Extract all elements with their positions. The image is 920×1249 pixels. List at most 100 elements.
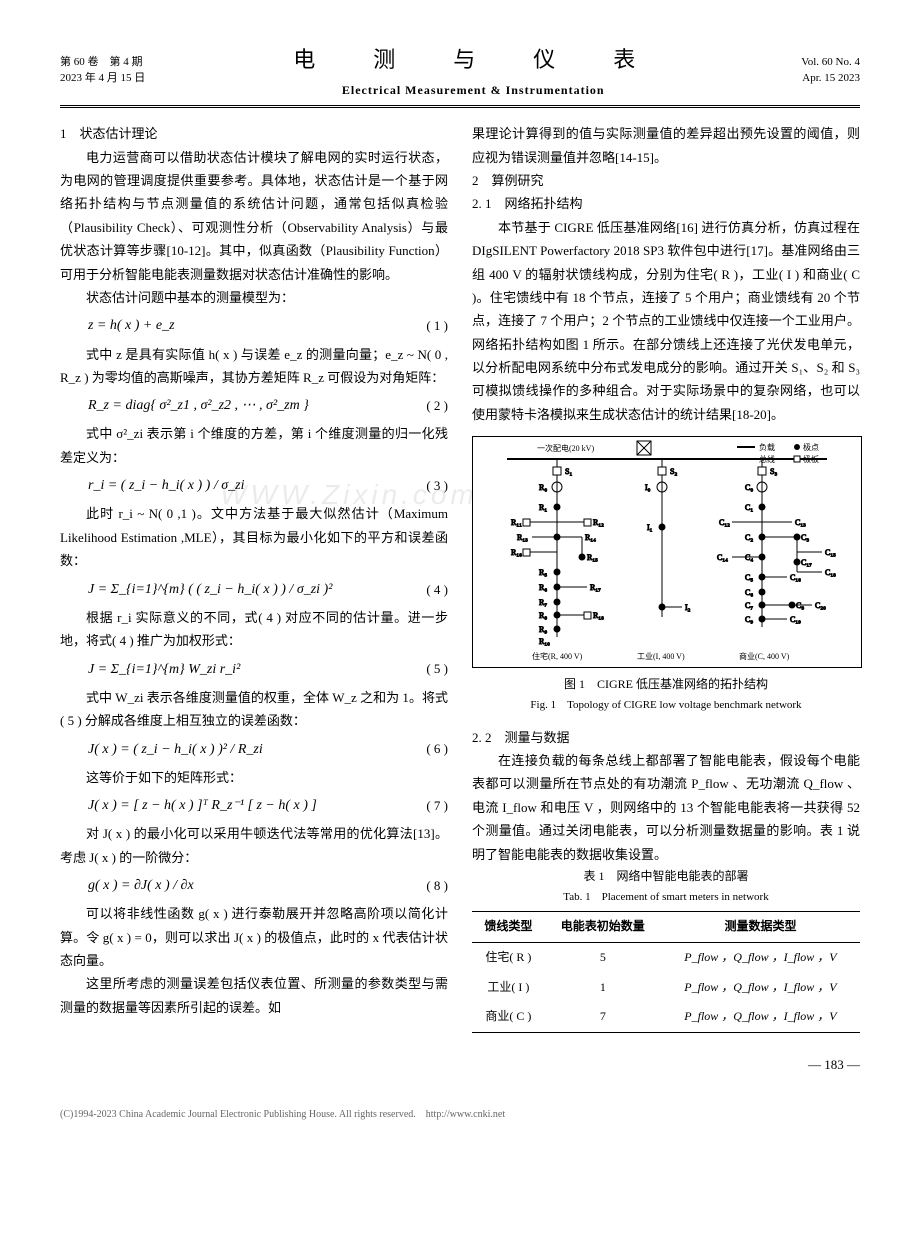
eq4-math: J = Σ_{i=1}^{m} ( ( z_i − h_i( x ) ) / σ… xyxy=(60,577,332,602)
para-l-3: 式中 z 是具有实际值 h( x ) 与误差 e_z 的测量向量；e_z ~ N… xyxy=(60,343,448,390)
para-l-7: 式中 W_zi 表示各维度测量值的权重，全体 W_z 之和为 1。将式( 5 )… xyxy=(60,686,448,733)
svg-text:工业(I, 400 V): 工业(I, 400 V) xyxy=(637,651,685,661)
eq3-num: ( 3 ) xyxy=(426,474,448,497)
svg-text:R₁₇: R₁₇ xyxy=(590,583,601,592)
svg-text:C₉: C₉ xyxy=(745,615,753,624)
para-l-6: 根据 r_i 实际意义的不同，式( 4 ) 对应不同的估计量。进一步地，将式( … xyxy=(60,606,448,653)
svg-text:R₁₈: R₁₈ xyxy=(593,611,604,620)
svg-text:R₇: R₇ xyxy=(539,598,547,607)
svg-text:C₆: C₆ xyxy=(745,588,753,597)
right-column: 果理论计算得到的值与实际测量值的差异超出预先设置的阈值，则应视为错误测量值并忽略… xyxy=(472,122,860,1033)
svg-text:总线: 总线 xyxy=(759,454,775,464)
equation-5: J = Σ_{i=1}^{m} W_zi r_i² ( 5 ) xyxy=(60,657,448,682)
svg-text:R₁₀: R₁₀ xyxy=(539,637,550,646)
eq8-num: ( 8 ) xyxy=(426,874,448,897)
svg-text:R₁₅: R₁₅ xyxy=(587,553,598,562)
header-vol-en: Vol. 60 No. 4 xyxy=(801,55,860,70)
svg-text:R₉: R₉ xyxy=(539,625,547,634)
svg-text:C₀: C₀ xyxy=(745,483,753,492)
eq3-math: r_i = ( z_i − h_i( x ) ) / σ_zi xyxy=(60,473,244,498)
table-row: 商业( C ) 7 P_flow ，Q_flow ，I_flow ，V xyxy=(472,1002,860,1032)
svg-text:C₁₄: C₁₄ xyxy=(717,553,728,562)
left-column: 1 状态估计理论 电力运营商可以借助状态估计模块了解电网的实时运行状态，为电网的… xyxy=(60,122,448,1033)
eq2-num: ( 2 ) xyxy=(426,394,448,417)
figure-1-diagram: 一次配电(20 kV) 负载 极点 总线 极板 xyxy=(472,436,862,668)
equation-4: J = Σ_{i=1}^{m} ( ( z_i − h_i( x ) ) / σ… xyxy=(60,577,448,602)
svg-text:R₁₃: R₁₃ xyxy=(517,533,528,542)
eq5-math: J = Σ_{i=1}^{m} W_zi r_i² xyxy=(60,657,240,682)
eq7-num: ( 7 ) xyxy=(426,794,448,817)
header-vol-issue: 第 60 卷 第 4 期 xyxy=(60,55,145,70)
svg-text:C₁₂: C₁₂ xyxy=(719,518,730,527)
eq8-math: g( x ) = ∂J( x ) / ∂x xyxy=(60,873,194,898)
svg-text:R₁₄: R₁₄ xyxy=(585,533,596,542)
table-1: 馈线类型 电能表初始数量 测量数据类型 住宅( R ) 5 P_flow ，Q_… xyxy=(472,911,860,1032)
svg-text:C₂: C₂ xyxy=(745,533,753,542)
svg-text:C₁₃: C₁₃ xyxy=(795,518,806,527)
section-22-title: 2. 2 测量与数据 xyxy=(472,726,860,749)
para-r-1: 果理论计算得到的值与实际测量值的差异超出预先设置的阈值，则应视为错误测量值并忽略… xyxy=(472,122,860,169)
table1-caption-cn: 表 1 网络中智能电能表的部署 xyxy=(472,866,860,888)
table1-col-0: 馈线类型 xyxy=(472,912,545,943)
equation-1: z = h( x ) + e_z ( 1 ) xyxy=(60,313,448,338)
eq5-num: ( 5 ) xyxy=(426,657,448,680)
svg-text:I₀: I₀ xyxy=(645,483,651,492)
equation-7: J( x ) = [ z − h( x ) ]ᵀ R_z⁻¹ [ z − h( … xyxy=(60,793,448,818)
equation-6: J( x ) = ( z_i − h_i( x ) )² / R_zi ( 6 … xyxy=(60,737,448,762)
svg-text:极点: 极点 xyxy=(803,442,819,452)
svg-text:C₁₆: C₁₆ xyxy=(790,573,801,582)
svg-text:I₁: I₁ xyxy=(647,523,653,532)
svg-text:S₃: S₃ xyxy=(770,467,777,476)
footer-copyright: (C)1994-2023 China Academic Journal Elec… xyxy=(60,1106,860,1124)
fig1-top-label: 一次配电(20 kV) xyxy=(537,443,594,453)
eq1-num: ( 1 ) xyxy=(426,314,448,337)
header-center: 电 测 与 仪 表 Electrical Measurement & Instr… xyxy=(145,40,801,101)
fig1-caption-en: Fig. 1 Topology of CIGRE low voltage ben… xyxy=(472,696,860,716)
section-21-title: 2. 1 网络拓扑结构 xyxy=(472,192,860,215)
svg-text:S₂: S₂ xyxy=(670,467,677,476)
para-l-1: 电力运营商可以借助状态估计模块了解电网的实时运行状态，为电网的管理调度提供重要参… xyxy=(60,146,448,286)
svg-text:R₁₂: R₁₂ xyxy=(593,518,604,527)
table1-caption-en: Tab. 1 Placement of smart meters in netw… xyxy=(472,888,860,908)
svg-text:C₁₇: C₁₇ xyxy=(801,558,812,567)
svg-text:R₈: R₈ xyxy=(539,611,547,620)
para-l-11: 这里所考虑的测量误差包括仪表位置、所测量的参数类型与需测量的数据量等因素所引起的… xyxy=(60,972,448,1019)
equation-2: R_z = diag{ σ²_z1 , σ²_z2 , ⋯ , σ²_zm } … xyxy=(60,393,448,418)
svg-text:I₂: I₂ xyxy=(685,603,691,612)
svg-text:C₁₈: C₁₈ xyxy=(825,568,836,577)
eq6-math: J( x ) = ( z_i − h_i( x ) )² / R_zi xyxy=(60,737,263,762)
svg-text:R₁: R₁ xyxy=(539,503,547,512)
page-number: — 183 — xyxy=(60,1053,860,1076)
svg-text:R₁₁: R₁₁ xyxy=(511,518,522,527)
svg-text:C₂₀: C₂₀ xyxy=(815,601,826,610)
svg-text:C₁₉: C₁₉ xyxy=(790,615,801,624)
journal-title-en: Electrical Measurement & Instrumentation xyxy=(145,80,801,102)
svg-text:C₅: C₅ xyxy=(745,573,753,582)
para-l-9: 对 J( x ) 的最小化可以采用牛顿迭代法等常用的优化算法[13]。考虑 J(… xyxy=(60,822,448,869)
body-two-column: 1 状态估计理论 电力运营商可以借助状态估计模块了解电网的实时运行状态，为电网的… xyxy=(60,122,860,1033)
header-right: Vol. 60 No. 4 Apr. 15 2023 xyxy=(801,55,860,86)
svg-text:R₀: R₀ xyxy=(539,483,547,492)
table1-col-2: 测量数据类型 xyxy=(661,912,860,943)
para-l-5: 此时 r_i ~ N( 0 ,1 )。文中方法基于最大似然估计（Maximum … xyxy=(60,502,448,572)
header-date: 2023 年 4 月 15 日 xyxy=(60,71,145,86)
eq2-math: R_z = diag{ σ²_z1 , σ²_z2 , ⋯ , σ²_zm } xyxy=(60,393,309,418)
para-l-8: 这等价于如下的矩阵形式： xyxy=(60,766,448,789)
svg-text:S₁: S₁ xyxy=(565,467,572,476)
journal-title-cn: 电 测 与 仪 表 xyxy=(145,40,801,80)
para-r-3: 在连接负载的每条总线上都部署了智能电能表，假设每个电能表都可以测量所在节点处的有… xyxy=(472,749,860,866)
svg-text:R₅: R₅ xyxy=(539,568,547,577)
section-2-title: 2 算例研究 xyxy=(472,169,860,192)
svg-text:负载: 负载 xyxy=(759,442,775,452)
header-date-en: Apr. 15 2023 xyxy=(801,71,860,86)
equation-3: r_i = ( z_i − h_i( x ) ) / σ_zi ( 3 ) xyxy=(60,473,448,498)
section-1-title: 1 状态估计理论 xyxy=(60,122,448,145)
svg-text:R₁₆: R₁₆ xyxy=(511,548,522,557)
para-l-10: 可以将非线性函数 g( x ) 进行泰勒展开并忽略高阶项以简化计算。令 g( x… xyxy=(60,902,448,972)
table-row: 工业( I ) 1 P_flow ，Q_flow ，I_flow ，V xyxy=(472,973,860,1003)
equation-8: g( x ) = ∂J( x ) / ∂x ( 8 ) xyxy=(60,873,448,898)
svg-text:极板: 极板 xyxy=(803,454,819,464)
page-header: 第 60 卷 第 4 期 2023 年 4 月 15 日 电 测 与 仪 表 E… xyxy=(60,40,860,108)
eq1-math: z = h( x ) + e_z xyxy=(60,313,175,338)
eq4-num: ( 4 ) xyxy=(426,578,448,601)
